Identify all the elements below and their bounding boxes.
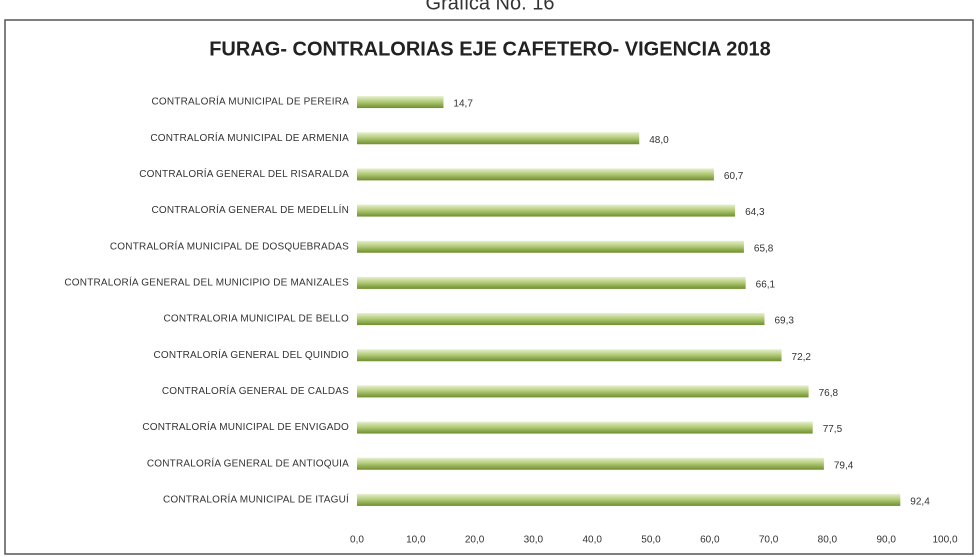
x-tick-label: 30,0 <box>524 535 544 546</box>
bar <box>357 493 901 506</box>
x-tick-label: 80,0 <box>818 535 838 546</box>
y-tick-label: CONTRALORÍA GENERAL DE CALDAS <box>162 384 349 397</box>
bar <box>357 168 714 181</box>
value-label: 48,0 <box>649 135 669 146</box>
value-label: 66,1 <box>756 280 776 291</box>
x-tick-label: 20,0 <box>465 535 485 546</box>
bar <box>357 421 813 434</box>
value-label: 77,5 <box>823 424 843 435</box>
x-tick-label: 60,0 <box>700 535 720 546</box>
chart-title: FURAG- CONTRALORIAS EJE CAFETERO- VIGENC… <box>209 38 771 60</box>
y-tick-label: CONTRALORÍA GENERAL DEL QUINDIO <box>154 348 350 361</box>
value-label: 79,4 <box>834 460 854 471</box>
y-tick-label: CONTRALORÍA MUNICIPAL DE ARMENIA <box>150 131 349 144</box>
value-label: 76,8 <box>819 388 839 399</box>
y-tick-label: CONTRALORÍA MUNICIPAL DE ITAGUÍ <box>163 493 349 506</box>
x-tick-label: 40,0 <box>582 535 602 546</box>
y-tick-label: CONTRALORÍA MUNICIPAL DE PEREIRA <box>151 95 349 108</box>
y-tick-label: CONTRALORÍA GENERAL DE MEDELLÍN <box>151 203 349 216</box>
y-tick-label: CONTRALORÍA MUNICIPAL DE DOSQUEBRADAS <box>110 239 349 252</box>
value-label: 92,4 <box>910 497 930 508</box>
x-tick-label: 0,0 <box>350 535 364 546</box>
y-tick-label: CONTRALORÍA GENERAL DEL MUNICIPIO DE MAN… <box>64 276 349 289</box>
x-tick-label: 10,0 <box>406 535 426 546</box>
x-tick-label: 70,0 <box>759 535 779 546</box>
value-label: 60,7 <box>724 171 744 182</box>
y-tick-label: CONTRALORIA MUNICIPAL DE BELLO <box>164 314 350 325</box>
value-label: 72,2 <box>792 352 812 363</box>
y-tick-label: CONTRALORÍA GENERAL DEL RISARALDA <box>139 167 349 180</box>
bar <box>357 457 824 470</box>
bar <box>357 96 444 109</box>
bar <box>357 313 765 326</box>
value-label: 14,7 <box>453 99 473 110</box>
value-label: 65,8 <box>754 243 774 254</box>
bar <box>357 349 782 362</box>
value-label: 64,3 <box>745 207 765 218</box>
bar <box>357 385 809 398</box>
y-tick-label: CONTRALORÍA GENERAL DE ANTIOQUIA <box>147 456 349 469</box>
x-tick-label: 90,0 <box>876 535 896 546</box>
chart-border <box>4 19 974 555</box>
bar <box>357 132 640 145</box>
bar <box>357 240 744 253</box>
caption: Gráfica No. 16 <box>426 0 555 14</box>
y-tick-label: CONTRALORÍA MUNICIPAL DE ENVIGADO <box>142 420 349 433</box>
x-tick-label: 100,0 <box>932 535 957 546</box>
bar <box>357 204 736 217</box>
x-tick-label: 50,0 <box>641 535 661 546</box>
bar <box>357 276 746 289</box>
value-label: 69,3 <box>774 316 794 327</box>
